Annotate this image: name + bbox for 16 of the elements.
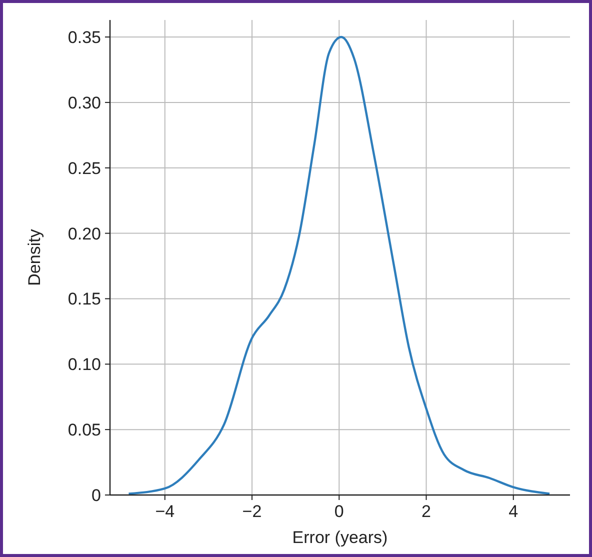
y-tick-label: 0.35 (68, 28, 101, 48)
x-tick-label: 0 (334, 502, 344, 521)
y-tick-label: 0.20 (68, 224, 101, 244)
y-axis-title: Density (25, 228, 44, 286)
x-axis-title: Error (years) (292, 528, 388, 547)
x-tick-label: −4 (155, 502, 175, 521)
x-tick-label: −2 (242, 502, 262, 521)
y-tick-label: 0.25 (68, 158, 101, 178)
y-tick-label: 0 (92, 486, 101, 505)
y-tick-label: 0.10 (68, 355, 101, 374)
line-series (128, 36, 551, 495)
x-tick-label: 2 (422, 502, 431, 521)
y-tick-label: 0.15 (68, 290, 101, 309)
y-tick-label: 0.05 (68, 420, 101, 440)
x-tick-label: 4 (508, 502, 518, 521)
y-tick-label: 0.30 (68, 93, 101, 112)
